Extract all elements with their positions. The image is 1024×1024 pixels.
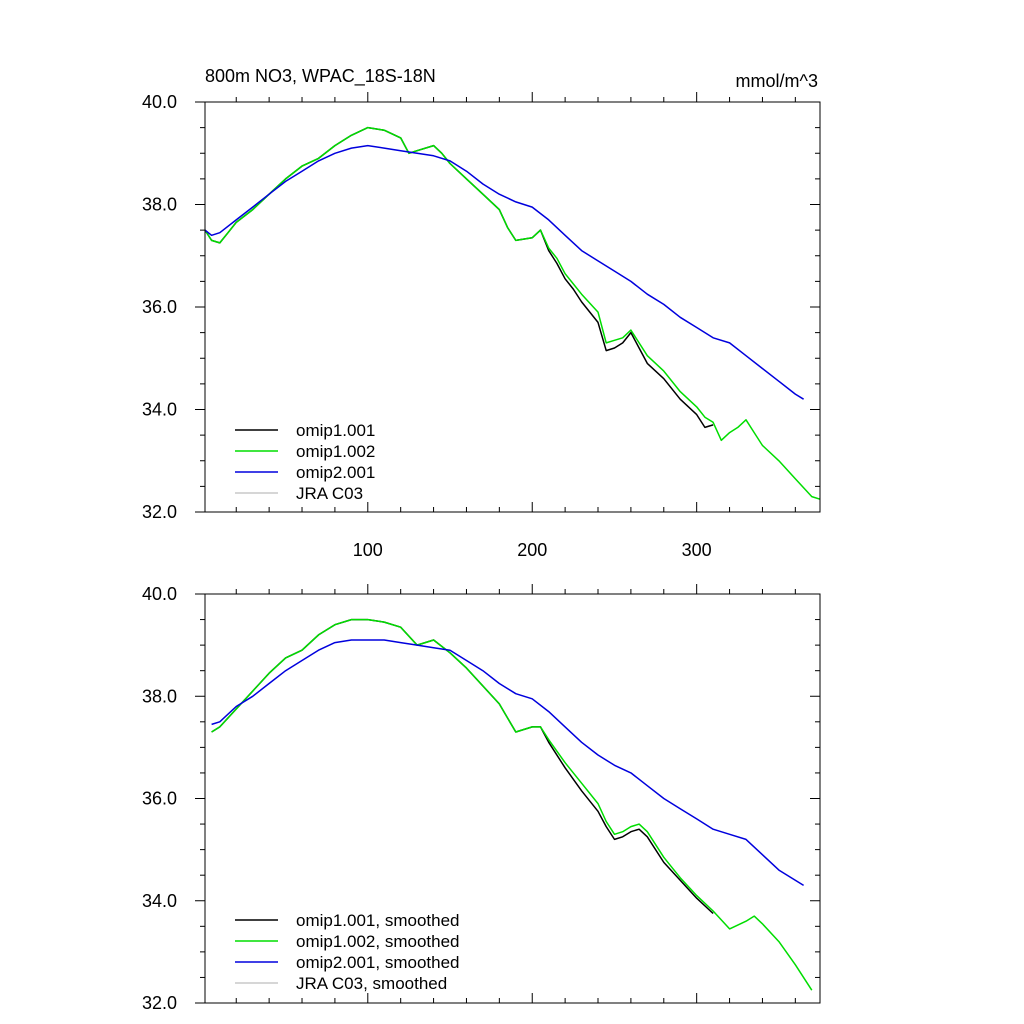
legend-label-1-3: JRA C03, smoothed <box>296 974 447 993</box>
y-tick-label-1-2: 36.0 <box>142 789 177 809</box>
chart-units: mmol/m^3 <box>736 71 818 91</box>
legend-label-1-2: omip2.001, smoothed <box>296 953 460 972</box>
y-tick-label-1-4: 40.0 <box>142 584 177 604</box>
y-tick-label-1-0: 32.0 <box>142 993 177 1013</box>
y-tick-label-0-2: 36.0 <box>142 297 177 317</box>
legend-label-0-1: omip1.002 <box>296 442 375 461</box>
chart-title: 800m NO3, WPAC_18S-18N <box>205 66 436 87</box>
legend-label-1-0: omip1.001, smoothed <box>296 911 460 930</box>
y-tick-label-1-1: 34.0 <box>142 891 177 911</box>
series-line-0-2 <box>204 144 804 400</box>
y-tick-label-0-1: 34.0 <box>142 400 177 420</box>
series-line-1-2 <box>211 639 804 887</box>
legend-label-0-2: omip2.001 <box>296 463 375 482</box>
series-line-0-1 <box>204 126 821 500</box>
top-panel: 32.0 34.0 36.0 38.0 40.0 100 200 300 omip1.001 om… <box>142 92 821 560</box>
y-tick-label-0-3: 38.0 <box>142 195 177 215</box>
legend-label-0-3: JRA C03 <box>296 484 363 503</box>
x-tick-label-0-0: 100 <box>353 540 383 560</box>
x-tick-label-0-2: 300 <box>682 540 712 560</box>
y-tick-label-0-0: 32.0 <box>142 502 177 522</box>
bottom-panel: 32.0 34.0 36.0 38.0 40.0 omip1.001, smoothed o… <box>142 584 821 1013</box>
y-tick-label-0-4: 40.0 <box>142 92 177 112</box>
legend-label-1-1: omip1.002, smoothed <box>296 932 460 951</box>
y-tick-label-1-3: 38.0 <box>142 686 177 706</box>
x-tick-label-0-1: 200 <box>517 540 547 560</box>
series-line-1-1 <box>211 618 813 991</box>
legend-label-0-0: omip1.001 <box>296 421 375 440</box>
